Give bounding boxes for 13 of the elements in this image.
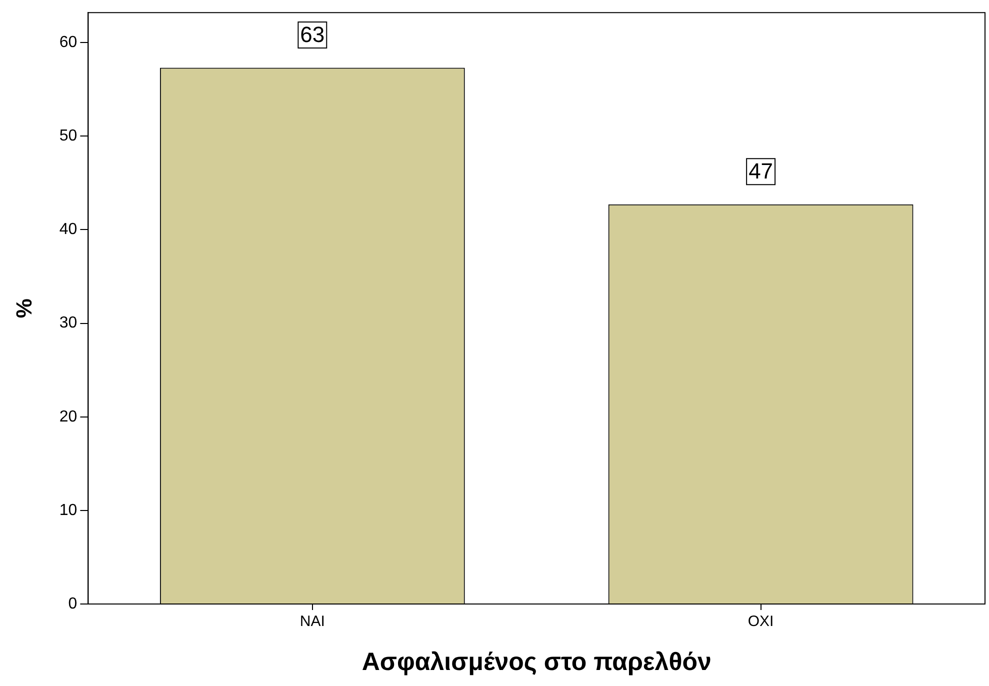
x-tick-label: NAI <box>300 613 325 630</box>
y-tick-label: 60 <box>59 34 78 51</box>
x-axis-title: Ασφαλισμένος στο παρελθόν <box>362 648 712 676</box>
annotation: 47 <box>748 158 774 184</box>
y-tick-label: 50 <box>59 128 78 145</box>
y-axis-title: % <box>11 298 36 318</box>
y-tick-label: 10 <box>59 502 78 519</box>
x-tick-label: OXI <box>748 613 774 630</box>
y-tick-label: 30 <box>59 314 78 332</box>
annotation: 63 <box>300 22 325 48</box>
y-tick-label: 40 <box>59 221 78 238</box>
y-tick-label: 20 <box>59 408 78 426</box>
y-tick-label: 0 <box>68 595 78 612</box>
